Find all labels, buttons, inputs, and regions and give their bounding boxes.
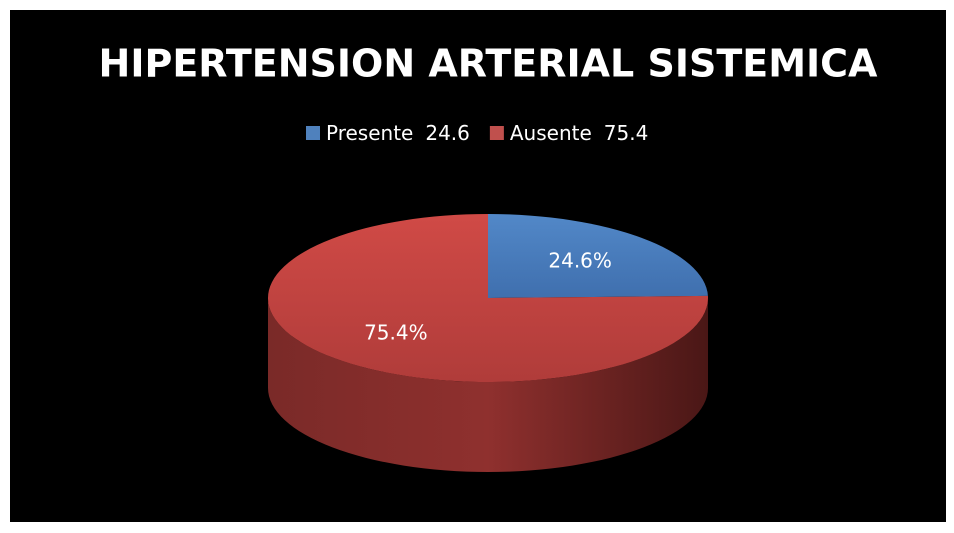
legend-marker: [489, 126, 504, 140]
legend-item: Ausente 75.4: [489, 121, 648, 145]
legend-label: Ausente 75.4: [510, 121, 648, 145]
legend-name: Ausente: [510, 121, 592, 145]
legend-item: Presente 24.6: [306, 121, 470, 145]
pie-slice: [267, 214, 708, 382]
data-label: 75.4%: [364, 321, 428, 345]
legend-value: 24.6: [425, 121, 470, 145]
data-label: 24.6%: [548, 248, 612, 272]
chart-title: HIPERTENSION ARTERIAL SISTEMICA: [99, 42, 879, 86]
pie-slice: [488, 214, 708, 298]
legend-label: Presente 24.6: [326, 121, 470, 145]
legend-name: Presente: [326, 121, 413, 145]
legend-marker: [306, 126, 320, 140]
legend-value: 75.4: [604, 121, 649, 145]
pie-side: [268, 298, 708, 472]
